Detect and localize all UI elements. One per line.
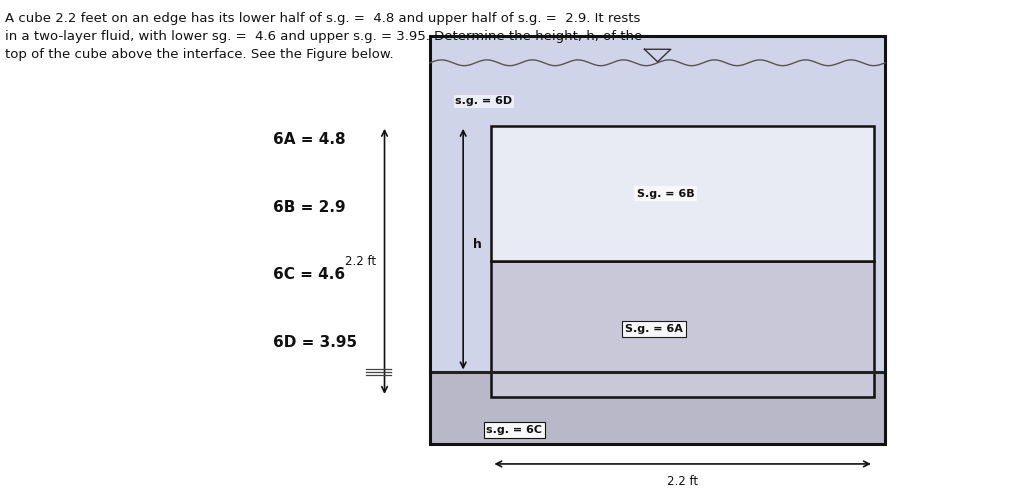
Text: 2.2 ft: 2.2 ft [346, 255, 377, 268]
Text: h: h [474, 238, 482, 251]
Bar [430, 36, 885, 444]
Text: S.g. = 6A: S.g. = 6A [625, 324, 683, 334]
Bar [491, 126, 874, 261]
Text: 6C = 4.6: 6C = 4.6 [273, 268, 346, 282]
Text: A cube 2.2 feet on an edge has its lower half of s.g. =  4.8 and upper half of s: A cube 2.2 feet on an edge has its lower… [5, 12, 642, 62]
Text: 6A = 4.8: 6A = 4.8 [273, 132, 346, 148]
Text: 6B = 2.9: 6B = 2.9 [273, 200, 346, 215]
Bar [491, 261, 874, 397]
Bar [430, 36, 885, 372]
Text: 2.2 ft: 2.2 ft [667, 475, 699, 488]
Text: 6D = 3.95: 6D = 3.95 [273, 335, 357, 350]
Text: S.g. = 6B: S.g. = 6B [637, 188, 695, 199]
Bar [430, 372, 885, 444]
Text: s.g. = 6D: s.g. = 6D [455, 96, 513, 106]
Text: s.g. = 6C: s.g. = 6C [486, 425, 543, 435]
